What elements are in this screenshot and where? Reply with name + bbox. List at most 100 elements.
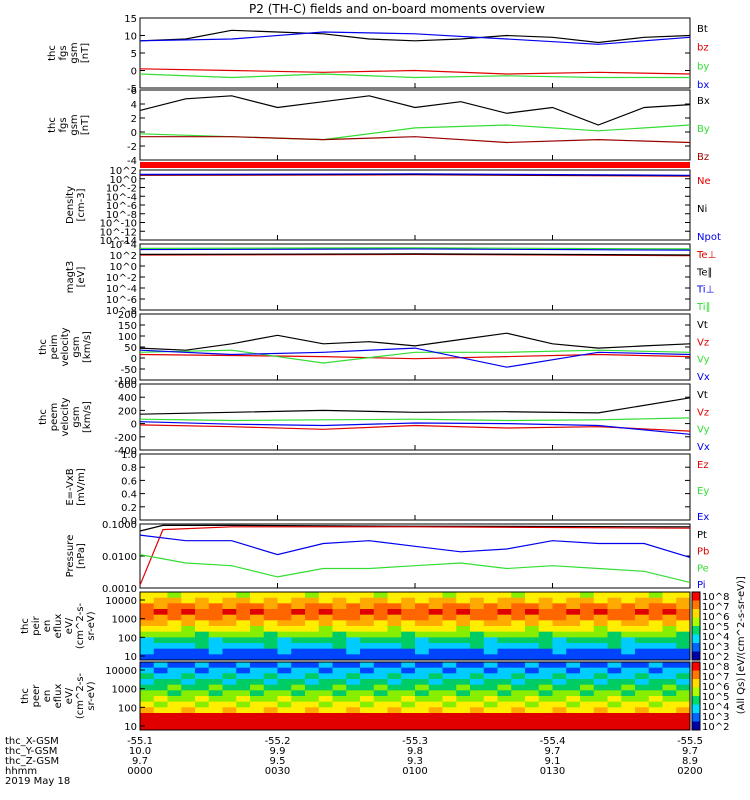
spectrogram-cell bbox=[621, 713, 636, 720]
spectrogram-cell bbox=[428, 713, 443, 720]
spectrogram-cell bbox=[593, 679, 608, 686]
legend-entry: Pt bbox=[697, 530, 707, 541]
spectrogram-cell bbox=[456, 667, 471, 674]
legend-entry: Vz bbox=[697, 407, 709, 418]
spectrogram-cell bbox=[373, 648, 388, 655]
legend-entry: Te⊥ bbox=[696, 250, 716, 261]
spectrogram-cell bbox=[332, 718, 347, 725]
spectrogram-cell bbox=[456, 701, 471, 708]
spectrogram-cell bbox=[360, 603, 375, 610]
y-tick-label: 0 bbox=[131, 354, 137, 365]
y-axis-label: eV/ bbox=[64, 687, 75, 704]
spectrogram-cell bbox=[360, 620, 375, 627]
spectrogram-cell bbox=[415, 662, 430, 669]
spectrogram-cell bbox=[662, 643, 677, 650]
spectrogram-cell bbox=[621, 684, 636, 691]
spectrogram-cell bbox=[621, 707, 636, 714]
y-tick-label: 10^-2 bbox=[106, 184, 137, 195]
spectrogram-cell bbox=[566, 626, 581, 633]
spectrogram-cell bbox=[195, 707, 210, 714]
spectrogram-cell bbox=[360, 673, 375, 680]
spectrogram-cell bbox=[140, 718, 155, 725]
spectrogram-cell bbox=[538, 614, 553, 621]
spectrogram-cell bbox=[332, 684, 347, 691]
spectrogram-cell bbox=[511, 620, 526, 627]
x-axis-tick-label: 9.7 bbox=[545, 746, 561, 757]
spectrogram-cell bbox=[566, 603, 581, 610]
spectrogram-cell bbox=[621, 648, 636, 655]
series-line bbox=[139, 524, 691, 532]
y-axis-label: gsm bbox=[69, 114, 80, 135]
colorbar-tick-label: 10^3 bbox=[702, 712, 729, 723]
spectrogram-cell bbox=[236, 707, 251, 714]
legend-entry: by bbox=[697, 61, 709, 72]
spectrogram-cell bbox=[373, 603, 388, 610]
spectrogram-cell bbox=[250, 643, 265, 650]
spectrogram-cell bbox=[208, 684, 223, 691]
spectrogram-cell bbox=[470, 707, 485, 714]
spectrogram-cell bbox=[373, 597, 388, 604]
spectrogram-cell bbox=[263, 724, 278, 731]
spectrogram-cell bbox=[428, 620, 443, 627]
spectrogram-cell bbox=[167, 637, 182, 644]
spectrogram-cell bbox=[263, 597, 278, 604]
spectrogram-cell bbox=[250, 707, 265, 714]
colorbar-tick-label: 10^8 bbox=[702, 662, 729, 673]
spectrogram-cell bbox=[635, 673, 650, 680]
legend-entry: Pb bbox=[697, 547, 709, 558]
spectrogram-cell bbox=[621, 603, 636, 610]
y-tick-label: 0 bbox=[131, 67, 137, 78]
spectrogram-cell bbox=[167, 614, 182, 621]
spectrogram-cell bbox=[332, 592, 347, 599]
spectrogram-cell bbox=[263, 643, 278, 650]
spectrogram-cell bbox=[181, 637, 196, 644]
panel-frame bbox=[139, 169, 691, 241]
spectrogram-cell bbox=[387, 662, 402, 669]
spectrogram-cell bbox=[497, 597, 512, 604]
spectrogram-cell bbox=[236, 592, 251, 599]
series-line bbox=[139, 349, 691, 364]
spectrogram-cell bbox=[483, 662, 498, 669]
spectrogram-cell bbox=[291, 654, 306, 661]
spectrogram-cell bbox=[236, 603, 251, 610]
spectrogram-cell bbox=[593, 654, 608, 661]
spectrogram-cell bbox=[153, 673, 168, 680]
spectrogram-cell bbox=[676, 609, 691, 616]
spectrogram-cell bbox=[167, 696, 182, 703]
spectrogram-cell bbox=[552, 713, 567, 720]
spectrogram-cell bbox=[291, 679, 306, 686]
spectrogram-cell bbox=[346, 643, 361, 650]
spectrogram-cell bbox=[140, 662, 155, 669]
legend-entry: Ey bbox=[697, 486, 709, 497]
x-axis-tick-label: 9.8 bbox=[407, 746, 423, 757]
x-axis-tick-label: 9.3 bbox=[407, 756, 423, 767]
spectrogram-cell bbox=[346, 707, 361, 714]
spectrogram-cell bbox=[277, 648, 292, 655]
spectrogram-cell bbox=[497, 696, 512, 703]
spectrogram-cell bbox=[401, 643, 416, 650]
spectrogram-cell bbox=[635, 643, 650, 650]
spectrogram-cell bbox=[497, 654, 512, 661]
spectrogram-cell bbox=[525, 667, 540, 674]
spectrogram-cell bbox=[428, 654, 443, 661]
spectrogram-cell bbox=[538, 718, 553, 725]
spectrogram-cell bbox=[676, 707, 691, 714]
spectrogram-cell bbox=[291, 713, 306, 720]
spectrogram-cell bbox=[208, 718, 223, 725]
spectrogram-cell bbox=[318, 673, 333, 680]
spectrogram-cell bbox=[525, 648, 540, 655]
spectrogram-cell bbox=[387, 614, 402, 621]
spectrogram-cell bbox=[360, 701, 375, 708]
spectrogram-cell bbox=[415, 679, 430, 686]
spectrogram-cell bbox=[373, 626, 388, 633]
colorbar-tick-label: 10^5 bbox=[702, 692, 729, 703]
spectrogram-cell bbox=[442, 592, 457, 599]
spectrogram-cell bbox=[470, 684, 485, 691]
spectrogram-cell bbox=[442, 724, 457, 731]
y-axis-label: [nT] bbox=[80, 115, 91, 135]
x-axis-tick-label: -55.2 bbox=[265, 736, 291, 747]
spectrogram-cell bbox=[566, 662, 581, 669]
spectrogram-cell bbox=[236, 673, 251, 680]
y-tick-label: 10^-4 bbox=[106, 284, 137, 295]
spectrogram-cell bbox=[580, 679, 595, 686]
